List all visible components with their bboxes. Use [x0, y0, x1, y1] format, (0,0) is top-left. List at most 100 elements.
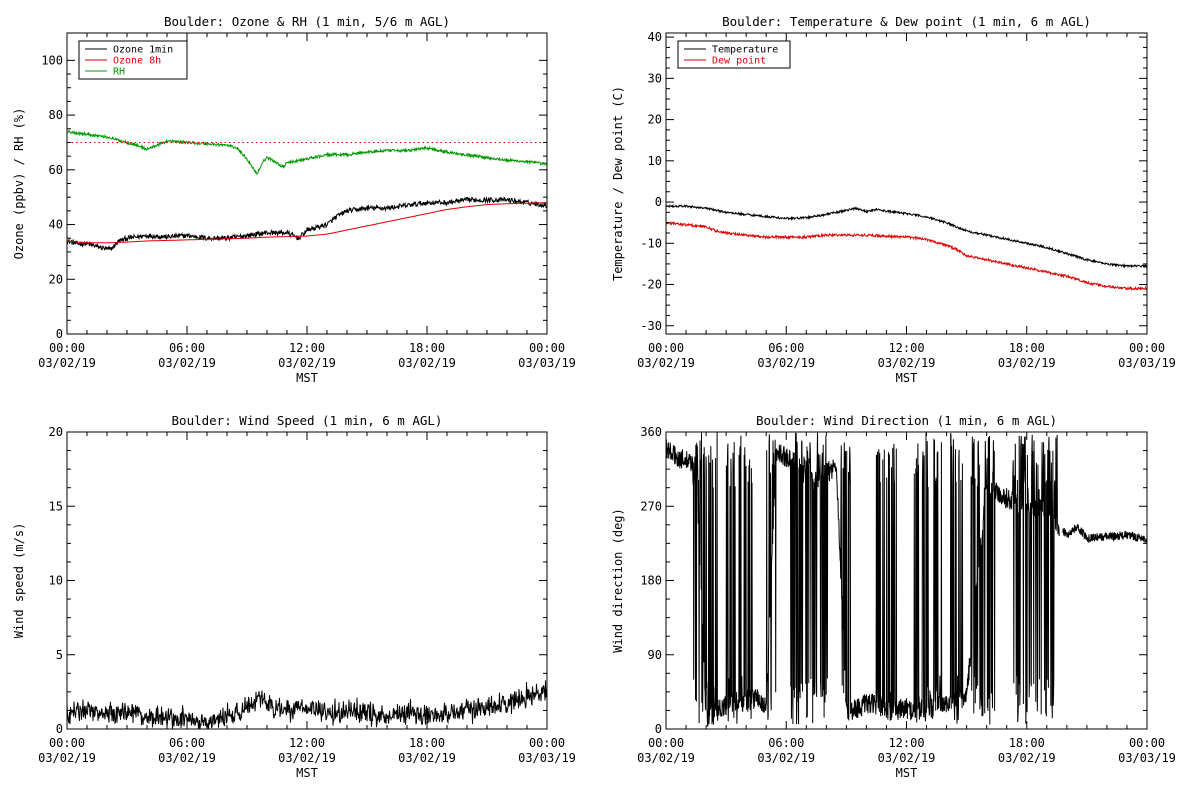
y-tick-label: 80	[49, 108, 63, 122]
chart-wind-direction: Boulder: Wind Direction (1 min, 6 m AGL)…	[611, 413, 1176, 780]
y-tick-label: 360	[640, 425, 662, 439]
x-tick-time: 00:00	[49, 341, 85, 355]
x-tick-date: 03/02/19	[278, 356, 336, 370]
x-tick-time: 06:00	[169, 341, 205, 355]
x-tick-time: 06:00	[768, 341, 804, 355]
chart-title: Boulder: Wind Speed (1 min, 6 m AGL)	[172, 413, 443, 428]
x-tick-time: 18:00	[409, 736, 445, 750]
chart-title: Boulder: Temperature & Dew point (1 min,…	[722, 14, 1091, 29]
y-tick-label: 0	[56, 722, 63, 736]
y-tick-label: 90	[648, 648, 662, 662]
x-tick-date: 03/02/19	[158, 751, 216, 765]
y-tick-label: 30	[648, 71, 662, 85]
chart-temp-dew: Boulder: Temperature & Dew point (1 min,…	[611, 14, 1176, 385]
x-tick-date: 03/02/19	[398, 356, 456, 370]
y-tick-label: 270	[640, 499, 662, 513]
x-axis-label: MST	[296, 371, 318, 385]
y-axis-label: Wind direction (deg)	[611, 508, 625, 653]
y-axis-label: Temperature / Dew point (C)	[611, 86, 625, 281]
y-tick-label: -10	[640, 236, 662, 250]
x-tick-date: 03/02/19	[398, 751, 456, 765]
legend-entry: Ozone 1min	[113, 45, 173, 56]
y-tick-label: 10	[648, 154, 662, 168]
x-tick-time: 00:00	[49, 736, 85, 750]
y-tick-label: 15	[49, 499, 63, 513]
plot-area	[666, 203, 1147, 291]
x-tick-date: 03/02/19	[757, 751, 815, 765]
y-tick-label: 20	[648, 113, 662, 127]
chart-wind-speed: Boulder: Wind Speed (1 min, 6 m AGL) 0 5 10…	[12, 413, 576, 780]
x-tick-time: 00:00	[648, 341, 684, 355]
y-tick-label: 0	[655, 195, 662, 209]
x-tick-date: 03/02/19	[38, 356, 96, 370]
series-line-rh	[67, 129, 547, 175]
x-tick-time: 12:00	[888, 341, 924, 355]
x-tick-date: 03/02/19	[878, 751, 936, 765]
y-tick-label: 5	[56, 648, 63, 662]
x-tick-date: 03/02/19	[38, 751, 96, 765]
series-line-wind-direction	[666, 432, 1147, 727]
legend-box	[677, 40, 791, 69]
x-axis-label: MST	[896, 371, 918, 385]
x-tick-date: 03/02/19	[278, 751, 336, 765]
series-line-ozone-1min	[67, 196, 547, 251]
y-tick-label: -20	[640, 278, 662, 292]
x-tick-date: 03/02/19	[637, 356, 695, 370]
y-tick-label: 40	[49, 218, 63, 232]
x-axis-label: MST	[896, 766, 918, 780]
x-tick-date: 03/02/19	[158, 356, 216, 370]
plot-area	[666, 432, 1147, 727]
plot-frame	[66, 431, 548, 730]
x-tick-time: 18:00	[1009, 736, 1045, 750]
x-tick-date: 03/03/19	[518, 356, 576, 370]
x-tick-time: 06:00	[169, 736, 205, 750]
plot-frame	[665, 32, 1148, 335]
legend-entry: RH	[113, 67, 125, 78]
legend-entry: Ozone 8h	[113, 56, 161, 67]
y-axis-label: Ozone (ppbv) / RH (%)	[12, 108, 26, 260]
x-tick-date: 03/02/19	[998, 356, 1056, 370]
legend-entry: Temperature	[712, 45, 778, 56]
chart-ozone-rh: Boulder: Ozone & RH (1 min, 5/6 m AGL) 0 2…	[12, 14, 576, 385]
x-tick-date: 03/03/19	[1118, 356, 1176, 370]
x-tick-time: 00:00	[648, 736, 684, 750]
x-tick-time: 12:00	[289, 341, 325, 355]
plot-area	[67, 129, 547, 251]
y-tick-label: 100	[41, 53, 63, 67]
y-tick-label: 180	[640, 574, 662, 588]
y-tick-label: 0	[56, 327, 63, 341]
x-tick-date: 03/02/19	[757, 356, 815, 370]
series-line-ozone-8h	[67, 202, 547, 244]
x-tick-time: 00:00	[1129, 736, 1165, 750]
x-tick-date: 03/02/19	[637, 751, 695, 765]
series-line-wind-speed	[67, 680, 547, 729]
x-tick-time: 18:00	[1009, 341, 1045, 355]
chart-title: Boulder: Ozone & RH (1 min, 5/6 m AGL)	[164, 14, 450, 29]
x-tick-time: 00:00	[529, 736, 565, 750]
x-tick-date: 03/02/19	[998, 751, 1056, 765]
x-tick-time: 06:00	[768, 736, 804, 750]
y-tick-label: 10	[49, 574, 63, 588]
x-tick-time: 12:00	[888, 736, 924, 750]
x-tick-time: 18:00	[409, 341, 445, 355]
series-line-temperature	[666, 203, 1147, 269]
y-tick-label: 20	[49, 425, 63, 439]
y-tick-label: 60	[49, 163, 63, 177]
x-axis-label: MST	[296, 766, 318, 780]
x-tick-time: 00:00	[1129, 341, 1165, 355]
legend-entry: Dew point	[712, 56, 766, 67]
y-tick-label: 0	[655, 722, 662, 736]
x-tick-date: 03/03/19	[1118, 751, 1176, 765]
series-line-dew-point	[666, 220, 1147, 291]
y-tick-label: -30	[640, 319, 662, 333]
plot-area	[67, 680, 547, 729]
x-tick-date: 03/02/19	[878, 356, 936, 370]
x-tick-time: 00:00	[529, 341, 565, 355]
y-tick-label: 20	[49, 272, 63, 286]
plot-frame	[665, 431, 1148, 730]
y-tick-label: 40	[648, 30, 662, 44]
chart-title: Boulder: Wind Direction (1 min, 6 m AGL)	[756, 413, 1057, 428]
x-tick-time: 12:00	[289, 736, 325, 750]
y-axis-label: Wind speed (m/s)	[12, 523, 26, 639]
